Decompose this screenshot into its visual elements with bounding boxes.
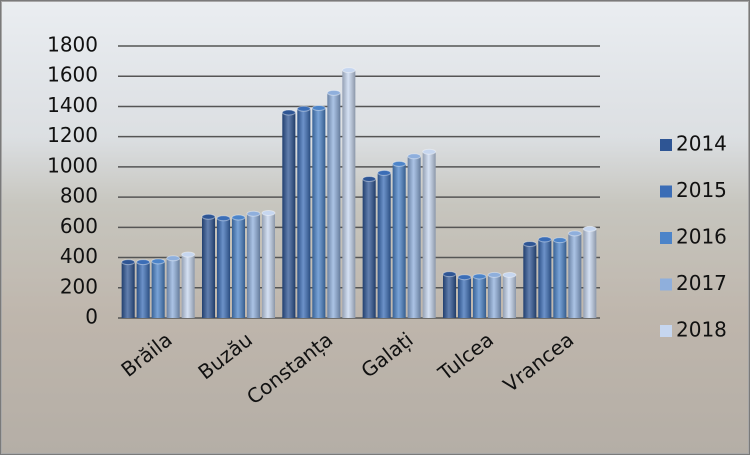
y-tick-label: 1200: [47, 123, 98, 147]
bar: [341, 67, 356, 318]
y-tick-label: 0: [85, 305, 98, 329]
bar: [326, 89, 341, 318]
bar: [151, 258, 166, 318]
bar: [181, 251, 196, 318]
bar: [487, 271, 502, 318]
bar: [457, 274, 472, 318]
y-tick-label: 800: [60, 184, 98, 208]
bar: [136, 259, 151, 318]
bar: [216, 215, 231, 318]
bar: [522, 240, 537, 318]
bar: [567, 230, 582, 318]
bar: [296, 105, 311, 318]
bar: [201, 213, 216, 318]
legend-swatch: [660, 278, 672, 291]
legend-swatch: [660, 185, 672, 198]
y-tick-label: 1800: [47, 33, 98, 57]
legend-swatch: [660, 325, 672, 337]
bar: [377, 169, 392, 318]
bar: [281, 109, 296, 318]
bar: [362, 175, 377, 318]
bar: [121, 259, 136, 318]
legend-swatch: [660, 232, 672, 244]
bar: [442, 271, 457, 318]
bar: [166, 255, 181, 318]
legend-label: 2018: [676, 318, 727, 342]
bar: [472, 273, 487, 318]
y-tick-label: 1400: [47, 93, 98, 117]
legend-swatch: [660, 139, 672, 151]
bar: [502, 271, 517, 318]
bar: [422, 148, 437, 318]
y-tick-label: 200: [60, 274, 98, 298]
y-tick-label: 1000: [47, 153, 98, 177]
y-tick-label: 1600: [47, 63, 98, 87]
y-tick-label: 600: [60, 214, 98, 238]
bar: [582, 225, 597, 318]
legend-label: 2017: [676, 271, 727, 295]
bar: [407, 153, 422, 318]
legend-label: 2016: [676, 225, 727, 249]
legend-label: 2014: [676, 132, 727, 156]
bar: [392, 160, 407, 318]
bar: [261, 209, 276, 318]
bar: [231, 214, 246, 318]
bar: [552, 237, 567, 318]
bar: [537, 236, 552, 318]
legend-label: 2015: [676, 178, 727, 202]
bar: [246, 210, 261, 318]
bar: [311, 104, 326, 318]
y-tick-label: 400: [60, 244, 98, 268]
